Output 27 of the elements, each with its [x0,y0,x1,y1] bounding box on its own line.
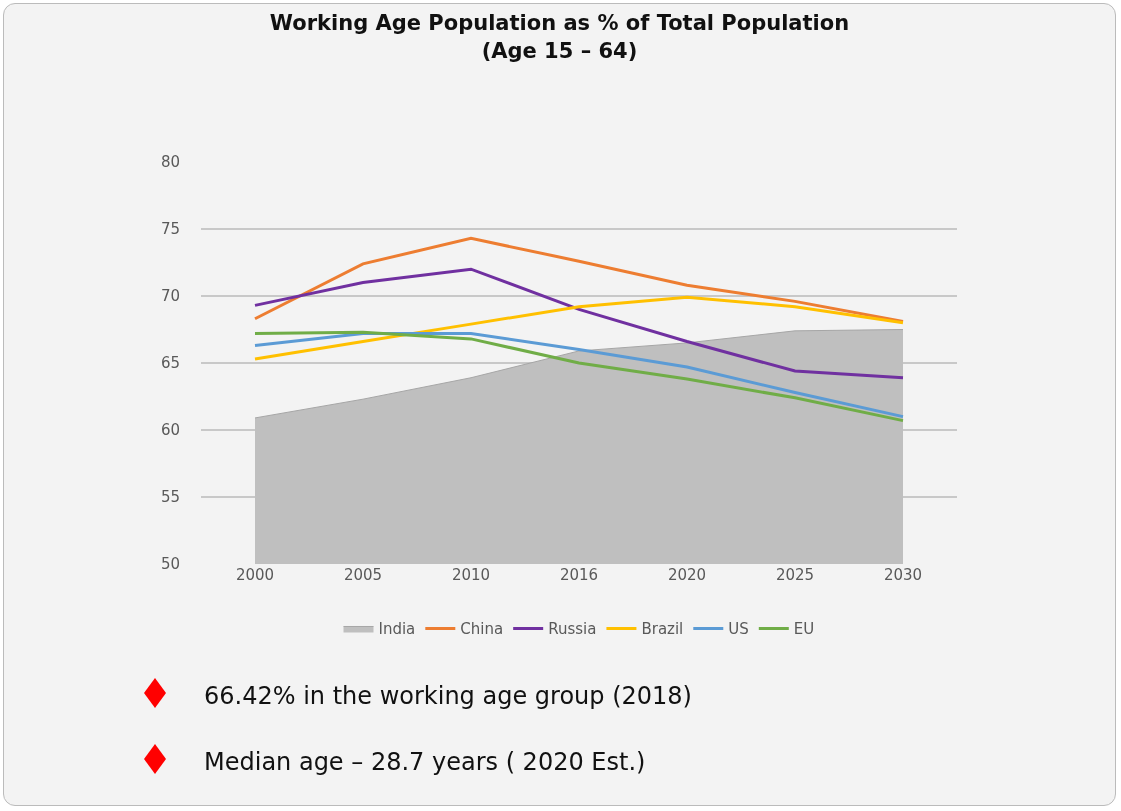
y-tick-label: 55 [160,488,180,507]
x-tick-label: 2005 [343,566,383,584]
legend-label: China [460,620,504,639]
legend-label: EU [793,620,815,639]
x-tick-label: 2030 [883,566,923,584]
x-tick-label: 2025 [775,566,815,584]
y-tick-label: 60 [160,421,180,440]
y-tick-label: 70 [160,287,180,306]
legend-label: India [378,620,416,639]
x-tick-label: 2000 [235,566,275,584]
x-tick-label: 2016 [559,566,599,584]
text: Median age – 28.7 years ( 2020 Est.) [204,748,646,776]
line-series [253,295,905,361]
text: 66.42% in the working age group (2018) [204,682,692,710]
legend-label: US [728,620,749,639]
x-tick-label: 2020 [667,566,707,584]
y-tick-label: 65 [160,354,180,373]
x-tick-label: 2010 [451,566,491,584]
legend-label: Russia [548,620,597,639]
line-series [253,267,905,380]
legend-label: Brazil [641,620,684,639]
y-tick-label: 50 [160,555,180,574]
y-tick-label: 75 [160,220,180,239]
chart-title: Working Age Population as % of Total Population [269,11,850,36]
y-tick-label: 80 [160,153,180,172]
line-series [253,236,905,323]
chart-subtitle: (Age 15 – 64) [481,38,638,63]
